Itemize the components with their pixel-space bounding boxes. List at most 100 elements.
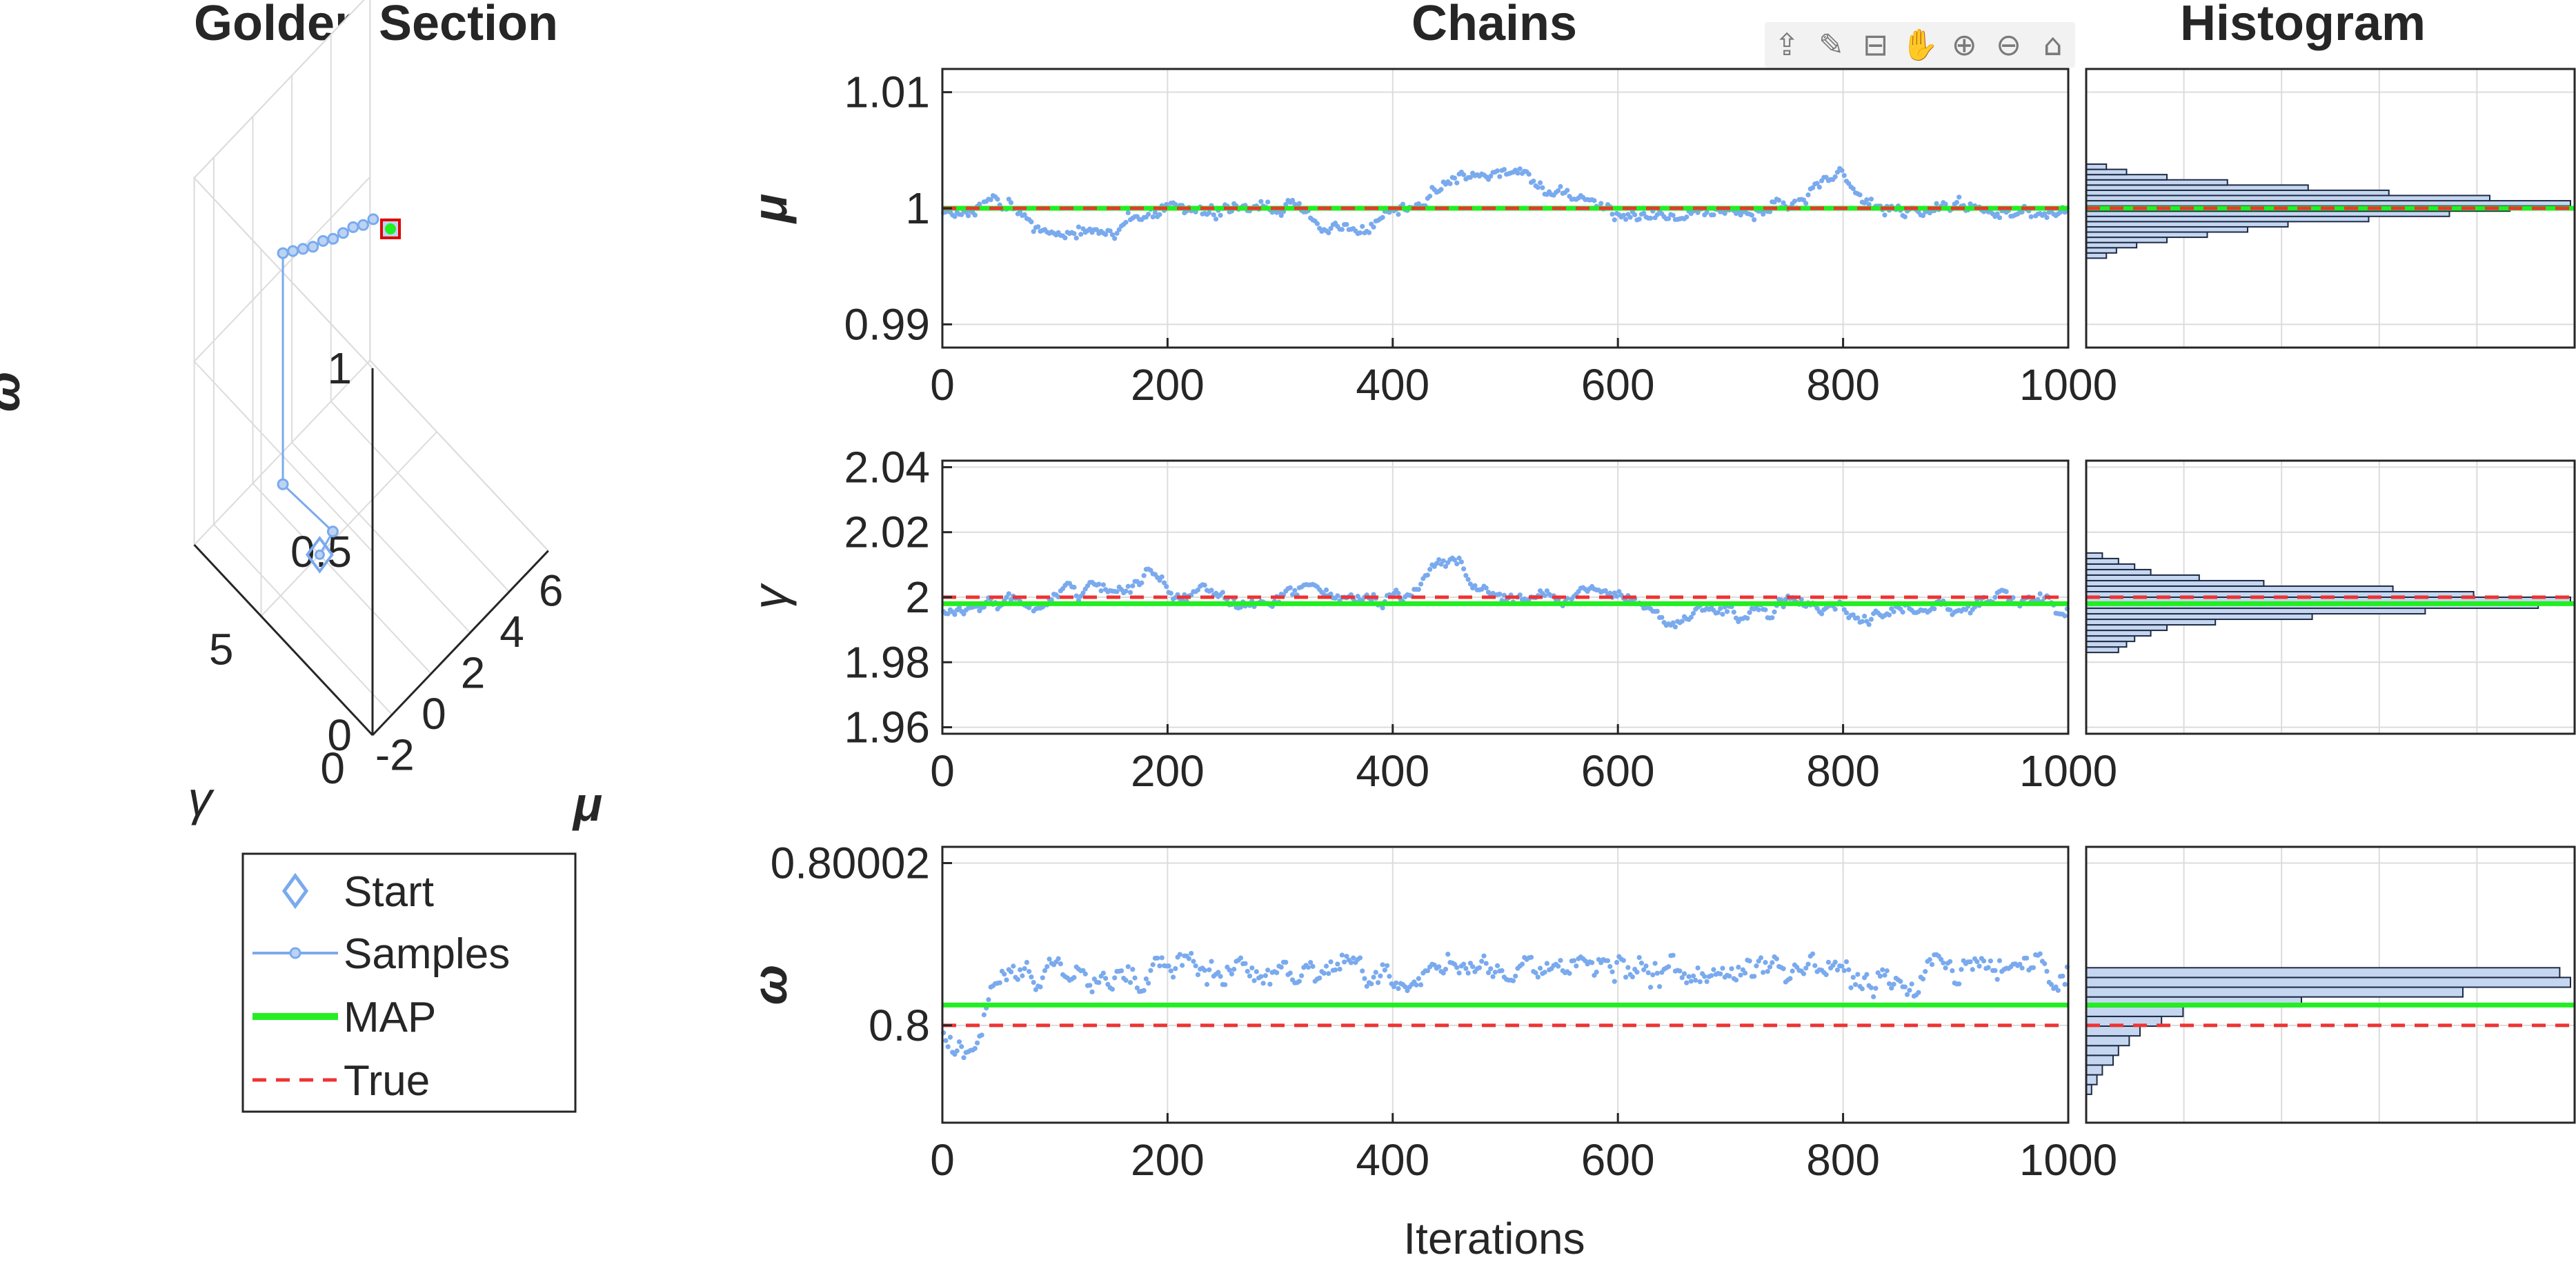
chain-sample-point [1574, 963, 1579, 969]
chain-sample-point [1427, 193, 1433, 199]
chain-sample-point [2044, 968, 2050, 974]
chain-sample-point [1056, 956, 1061, 961]
chain-sample-point [1134, 985, 1140, 991]
chain-sample-point [1465, 970, 1471, 976]
chain-sample-point [1438, 187, 1444, 192]
chain-sample-point [1605, 958, 1611, 963]
chain-x-tick-label: 800 [1806, 360, 1880, 410]
chain-sample-point [1375, 980, 1381, 985]
golden-start-marker [305, 536, 334, 574]
zoom-out-icon[interactable]: ⊖ [1996, 27, 2021, 63]
chain-sample-point [1125, 964, 1131, 970]
chain-sample-point [997, 980, 1002, 985]
chain-sample-point [1823, 972, 1829, 977]
chain-sample-point [2030, 965, 2037, 970]
chain-sample-point [1193, 963, 1198, 969]
chain-sample-point [1535, 974, 1540, 980]
chain-sample-point [1763, 607, 1768, 612]
chain-sample-point [1954, 199, 1960, 206]
chain-sample-point [1452, 557, 1458, 563]
zoom-in-icon[interactable]: ⊕ [1951, 27, 1977, 63]
golden-gamma-tick-label: 0 [320, 743, 345, 793]
chain-sample-point [1339, 227, 1345, 232]
chain-sample-point [1332, 967, 1338, 973]
chain-sample-point [1704, 210, 1710, 215]
chain-sample-point [1974, 959, 1980, 964]
chain-sample-point [956, 605, 962, 610]
chain-sample-point [1479, 959, 1485, 964]
chain-sample-point [1274, 970, 1280, 976]
chain-sample-point [1173, 201, 1178, 208]
chain-sample-point [1864, 972, 1870, 977]
chain-y-axis-label: ω [743, 965, 797, 1005]
golden-mu-tick-label: 0 [422, 689, 446, 739]
chain-sample-point [1886, 981, 1892, 987]
home-icon[interactable]: ⌂ [2043, 27, 2063, 63]
chain-x-tick-label: 400 [1356, 1135, 1429, 1185]
chain-sample-point [1627, 214, 1633, 220]
chain-sample-point [1558, 958, 1563, 963]
golden-section-3d-axes[interactable]: 00.51-2024605ωγμ [0, 0, 602, 831]
chain-sample-point [1850, 186, 1856, 192]
chain-sample-point [1328, 591, 1334, 597]
chain-y-axis-label: μ [743, 194, 797, 224]
chain-sample-point [1159, 574, 1165, 580]
chain-sample-point [1454, 561, 1460, 567]
pan-icon[interactable]: ✋ [1901, 28, 1939, 63]
chain-sample-point [1191, 959, 1196, 964]
chain-sample-point [1517, 166, 1523, 172]
chain-sample-point [977, 201, 982, 207]
chain-sample-point [1859, 619, 1865, 624]
chain-sample-point [2019, 209, 2025, 215]
chain-sample-point [1093, 227, 1100, 232]
brush-icon[interactable]: ✎ [1818, 27, 1844, 63]
chain-sample-point [1098, 588, 1104, 594]
chain-sample-point [1245, 968, 1250, 974]
chain-sample-point [1047, 956, 1052, 962]
chain-sample-point [1342, 959, 1347, 965]
datatip-icon[interactable]: ⊟ [1863, 27, 1889, 63]
export-icon[interactable]: ⇪ [1774, 27, 1800, 63]
golden-mu-tick-label: -2 [375, 730, 415, 779]
chain-sample-point [1659, 614, 1665, 620]
chain-sample-point [1540, 185, 1545, 190]
golden-omega-tick-label: 0 [327, 710, 352, 760]
chain-sample-point [1207, 967, 1212, 972]
chain-sample-point [1040, 975, 1045, 981]
chain-sample-point [1693, 977, 1698, 983]
chain-sample-point [2062, 210, 2068, 215]
chain-sample-point [1287, 585, 1293, 590]
chain-sample-point [1476, 965, 1483, 970]
chain-sample-point [1976, 963, 1982, 969]
chain-sample-point [1371, 224, 1376, 230]
histogram-bar [2085, 552, 2103, 559]
chain-sample-point [981, 1012, 987, 1018]
chain-sample-point [2062, 981, 2068, 988]
chain-sample-point [1623, 974, 1629, 980]
histogram-bar [2085, 1074, 2098, 1085]
histogram-bar [2085, 221, 2289, 228]
chain-sample-point [1400, 201, 1406, 207]
chain-sample-point [1405, 988, 1410, 994]
chain-sample-point [1839, 963, 1845, 969]
chain-sample-point [1752, 217, 1757, 223]
chain-sample-point [1024, 959, 1029, 965]
chain-sample-point [1152, 210, 1158, 215]
chain-sample-point [1456, 970, 1462, 976]
chain-sample-point [2037, 591, 2043, 597]
chain-sample-point [1745, 615, 1750, 621]
chain-sample-point [1380, 214, 1385, 220]
chain-sample-point [1029, 219, 1034, 225]
histogram-bar [2085, 619, 2217, 626]
chain-sample-point [1695, 965, 1701, 971]
chain-sample-point [1711, 967, 1716, 972]
axes-toolbar: ⇪ ✎ ⊟ ✋ ⊕ ⊖ ⌂ [1765, 22, 2075, 68]
chain-sample-point [1805, 192, 1811, 198]
golden-omega-tick-label: 1 [327, 343, 352, 393]
chain-sample-point [1289, 592, 1296, 597]
chain-sample-point [1114, 230, 1120, 236]
chain-sample-point [1427, 567, 1433, 572]
chain-sample-point [1612, 217, 1617, 223]
chain-sample-point [1344, 954, 1349, 959]
chain-sample-point [1992, 594, 1998, 600]
